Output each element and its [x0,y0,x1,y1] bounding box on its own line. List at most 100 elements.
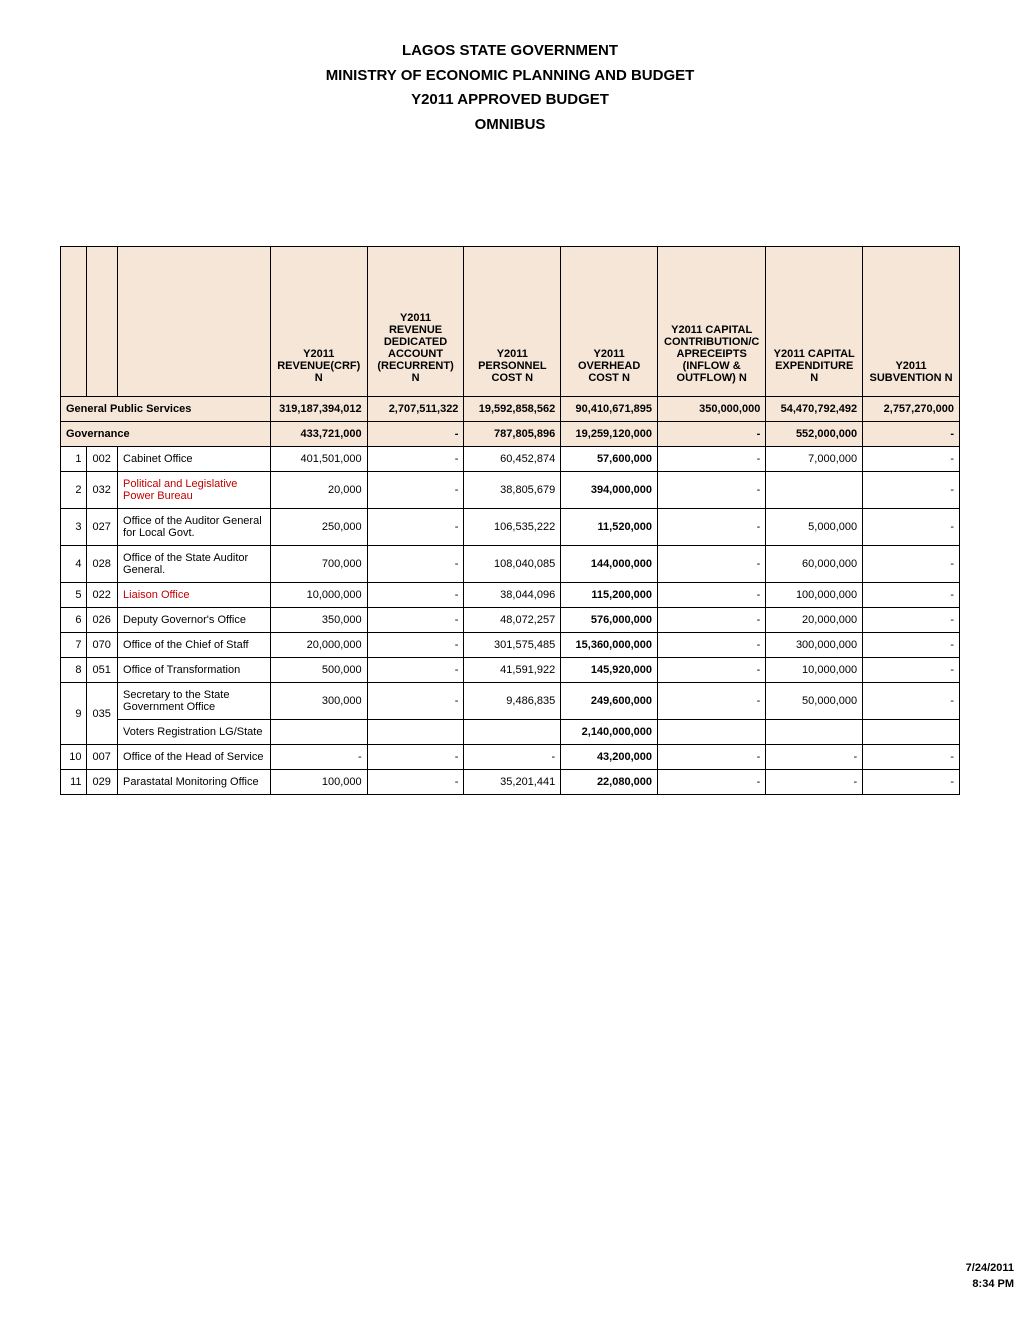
row-name: Office of Transformation [118,658,271,683]
row-sn: 4 [61,546,87,583]
row-name: Voters Registration LG/State [118,720,271,745]
section-value: 19,259,120,000 [561,422,658,447]
budget-table-container: Y2011 REVENUE(CRF) N Y2011 REVENUE DEDIC… [60,246,960,795]
row-name: Office of the Auditor General for Local … [118,509,271,546]
section-name: Governance [61,422,271,447]
section-value: 2,707,511,322 [367,397,464,422]
row-value: - [863,447,960,472]
row-sn: 8 [61,658,87,683]
row-value: 22,080,000 [561,770,658,795]
col-revenue-crf: Y2011 REVENUE(CRF) N [270,247,367,397]
row-value: - [863,509,960,546]
row-value: 5,000,000 [766,509,863,546]
page-footer: 7/24/2011 8:34 PM [966,1261,1014,1292]
row-value: 43,200,000 [561,745,658,770]
row-value: - [367,683,464,720]
row-value: 10,000,000 [766,658,863,683]
row-value: 20,000,000 [766,608,863,633]
row-value [270,720,367,745]
row-code: 051 [87,658,118,683]
row-value: 100,000,000 [766,583,863,608]
row-code: 007 [87,745,118,770]
row-value: - [658,745,766,770]
row-value: 115,200,000 [561,583,658,608]
row-value: - [863,770,960,795]
row-value: - [658,658,766,683]
row-value: - [658,770,766,795]
row-value [766,720,863,745]
row-name: Liaison Office [118,583,271,608]
row-sn: 6 [61,608,87,633]
row-value: 300,000 [270,683,367,720]
row-value: 300,000,000 [766,633,863,658]
table-row: 9035Secretary to the State Government Of… [61,683,960,720]
header-line-1: LAGOS STATE GOVERNMENT [0,40,1020,63]
row-value: - [367,658,464,683]
row-code: 026 [87,608,118,633]
row-value: - [270,745,367,770]
row-value: 500,000 [270,658,367,683]
row-value: 11,520,000 [561,509,658,546]
table-row: 10007Office of the Head of Service---43,… [61,745,960,770]
row-value: 2,140,000,000 [561,720,658,745]
row-value: - [863,583,960,608]
table-row: 4028Office of the State Auditor General.… [61,546,960,583]
row-sn: 5 [61,583,87,608]
row-value: 38,805,679 [464,472,561,509]
row-value: - [863,633,960,658]
row-value: 301,575,485 [464,633,561,658]
row-value: 576,000,000 [561,608,658,633]
col-overhead-cost: Y2011 OVERHEAD COST N [561,247,658,397]
row-value: - [367,447,464,472]
row-value: - [367,509,464,546]
section-value: 90,410,671,895 [561,397,658,422]
row-value: 10,000,000 [270,583,367,608]
row-value: - [367,770,464,795]
row-value: - [863,745,960,770]
col-capital-expenditure: Y2011 CAPITAL EXPENDITURE N [766,247,863,397]
row-value [863,720,960,745]
footer-time: 8:34 PM [966,1277,1014,1292]
row-value: - [464,745,561,770]
row-value: 38,044,096 [464,583,561,608]
row-value: 50,000,000 [766,683,863,720]
col-revenue-dedicated: Y2011 REVENUE DEDICATED ACCOUNT (RECURRE… [367,247,464,397]
row-sn: 7 [61,633,87,658]
row-name: Political and Legislative Power Bureau [118,472,271,509]
row-sn: 1 [61,447,87,472]
row-value: - [766,770,863,795]
row-value: 700,000 [270,546,367,583]
row-code: 002 [87,447,118,472]
row-name: Cabinet Office [118,447,271,472]
row-value: 250,000 [270,509,367,546]
section-value: 54,470,792,492 [766,397,863,422]
row-name: Office of the Head of Service [118,745,271,770]
row-value: - [658,472,766,509]
row-value: 108,040,085 [464,546,561,583]
row-name: Office of the Chief of Staff [118,633,271,658]
header-line-2: MINISTRY OF ECONOMIC PLANNING AND BUDGET [0,65,1020,88]
row-code: 032 [87,472,118,509]
row-code: 028 [87,546,118,583]
section-value: 350,000,000 [658,397,766,422]
row-value: 60,452,874 [464,447,561,472]
row-value [367,720,464,745]
table-row: 8051Office of Transformation500,000-41,5… [61,658,960,683]
section-name: General Public Services [61,397,271,422]
row-code: 029 [87,770,118,795]
header-blank-sn [61,247,87,397]
row-value: - [863,658,960,683]
row-code: 022 [87,583,118,608]
row-value: 15,360,000,000 [561,633,658,658]
row-value: - [658,683,766,720]
section-value: 787,805,896 [464,422,561,447]
section-value: - [863,422,960,447]
budget-table: Y2011 REVENUE(CRF) N Y2011 REVENUE DEDIC… [60,246,960,795]
row-value: 9,486,835 [464,683,561,720]
section-value: 319,187,394,012 [270,397,367,422]
row-sn: 11 [61,770,87,795]
row-sn: 2 [61,472,87,509]
row-value: - [658,583,766,608]
row-code: 070 [87,633,118,658]
row-value: 144,000,000 [561,546,658,583]
